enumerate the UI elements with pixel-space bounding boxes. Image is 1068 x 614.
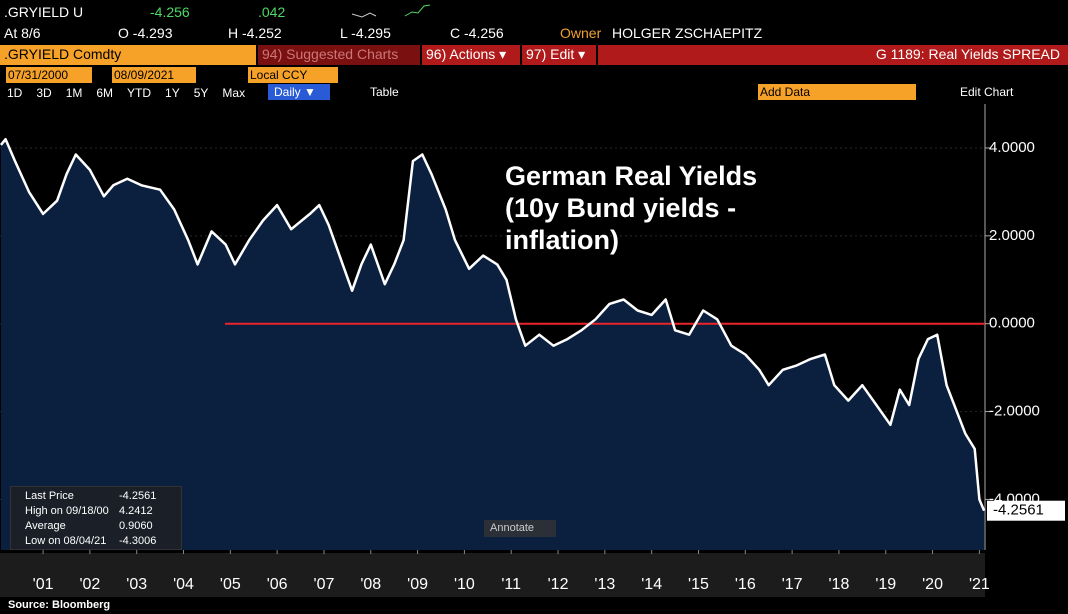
- annotate[interactable]: Annotate: [484, 520, 556, 537]
- legend: Last Price -4.2561 High on 09/18/00 4.2412 A…: [10, 486, 182, 550]
- legend-value: 4.2412: [119, 505, 153, 517]
- low: L -4.295: [340, 25, 391, 41]
- owner: HOLGER ZSCHAEPITZ: [612, 25, 763, 41]
- x-tick-label: '02: [79, 576, 100, 593]
- x-tick-label: '10: [454, 576, 475, 593]
- x-tick-label: '07: [314, 576, 335, 593]
- periods: 1D 3D 1M 6M YTD 1Y 5Y Max: [0, 84, 252, 102]
- last-price-box: [987, 500, 1065, 521]
- date: At 8/6: [4, 25, 41, 41]
- legend-label: Average: [25, 520, 66, 532]
- period[interactable]: 1M: [65, 86, 83, 100]
- y-tick-label: 0.0000: [989, 315, 1035, 332]
- x-tick-label: '06: [267, 576, 288, 593]
- x-tick-label: '18: [829, 576, 850, 593]
- period[interactable]: 1Y: [165, 86, 180, 100]
- x-axis-band: [0, 553, 985, 597]
- spark: [404, 4, 431, 17]
- x-tick-label: '20: [922, 576, 943, 593]
- chart-name: G 1189: Real Yields SPREAD: [598, 45, 1068, 65]
- line: [0, 137, 986, 512]
- last-price: -4.2561: [993, 502, 1044, 519]
- start-date[interactable]: 07/31/2000: [6, 67, 92, 83]
- close: C -4.256: [450, 25, 504, 41]
- period[interactable]: YTD: [127, 86, 152, 100]
- legend-label: Last Price: [25, 490, 74, 502]
- source: Source: Bloomberg: [8, 599, 111, 611]
- ticker: .GRYIELD U: [4, 4, 84, 20]
- x-tick-label: '21: [969, 576, 990, 593]
- security[interactable]: .GRYIELD Comdty: [0, 45, 256, 65]
- x-tick-label: '14: [641, 576, 662, 593]
- period[interactable]: Max: [222, 86, 246, 100]
- x-tick-label: '19: [875, 576, 896, 593]
- period[interactable]: 5Y: [193, 86, 209, 100]
- x-tick-label: '01: [33, 576, 54, 593]
- change: .042: [258, 4, 286, 20]
- edit[interactable]: 97) Edit ▾: [522, 45, 596, 65]
- legend-value: 0.9060: [119, 520, 153, 532]
- add-data[interactable]: Add Data: [758, 84, 916, 100]
- y-tick-label: -2.0000: [989, 403, 1040, 420]
- frequency[interactable]: Daily ▼: [268, 84, 330, 100]
- x-tick-label: '05: [220, 576, 241, 593]
- period[interactable]: 6M: [96, 86, 114, 100]
- spark: [351, 12, 377, 18]
- x-tick-label: '11: [501, 576, 521, 593]
- annotation: German Real Yields: [505, 161, 757, 191]
- period[interactable]: 1D: [7, 86, 23, 100]
- x-tick-label: '03: [126, 576, 147, 593]
- legend-value: -4.3006: [119, 535, 157, 547]
- annotation: (10y Bund yields -: [505, 193, 736, 223]
- x-tick-label: '04: [173, 576, 194, 593]
- sparklines: [351, 4, 431, 18]
- owner-label: Owner: [560, 25, 602, 41]
- table[interactable]: Table: [370, 85, 399, 99]
- end-date[interactable]: 08/09/2021: [112, 67, 196, 83]
- x-tick-label: '17: [782, 576, 803, 593]
- x-tick-label: '16: [735, 576, 756, 593]
- suggested[interactable]: 94) Suggested Charts: [258, 45, 420, 65]
- area: [0, 139, 985, 550]
- x-tick-label: '13: [594, 576, 615, 593]
- y-tick-label: 4.0000: [989, 139, 1035, 156]
- currency[interactable]: Local CCY: [248, 67, 338, 83]
- legend-label: High on 09/18/00: [25, 505, 109, 517]
- open: O -4.293: [118, 25, 173, 41]
- legend-value: -4.2561: [119, 490, 157, 502]
- x-tick-label: '08: [360, 576, 381, 593]
- x-tick-label: '12: [548, 576, 569, 593]
- period[interactable]: 3D: [36, 86, 52, 100]
- x-tick-label: '15: [688, 576, 709, 593]
- actions[interactable]: 96) Actions ▾: [422, 45, 520, 65]
- x-tick-label: '09: [407, 576, 428, 593]
- last: -4.256: [150, 4, 190, 20]
- legend-label: Low on 08/04/21: [25, 535, 107, 547]
- annotation: inflation): [505, 225, 619, 255]
- edit-chart[interactable]: Edit Chart: [960, 85, 1014, 99]
- high: H -4.252: [228, 25, 282, 41]
- y-tick-label: 2.0000: [989, 227, 1035, 244]
